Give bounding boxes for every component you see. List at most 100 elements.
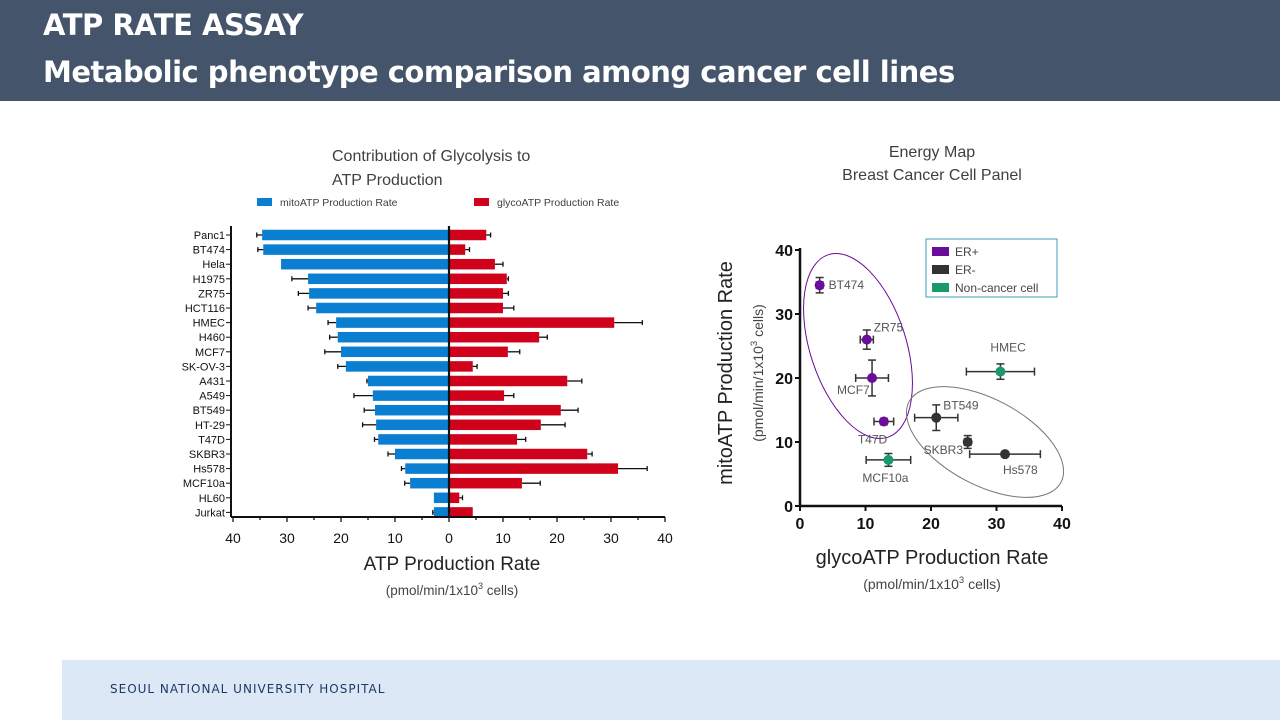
bar-glyco-Hela xyxy=(449,258,495,270)
bar-mito-Hs578 xyxy=(405,463,449,474)
bar-glyco-BT474 xyxy=(449,244,466,255)
point-BT474 xyxy=(814,280,825,291)
slide-subtitle: Metabolic phenotype comparison among can… xyxy=(43,55,955,89)
bar-glyco-ZR75 xyxy=(449,288,503,299)
bar-chart-title-line2: ATP Production xyxy=(332,172,443,189)
point-label-T47D: T47D xyxy=(858,433,888,447)
scatter-x-tick-label: 0 xyxy=(796,516,805,533)
bar-category-label: Hs578 xyxy=(193,464,225,476)
point-label-BT474: BT474 xyxy=(829,278,865,292)
bar-category-label: SKBR3 xyxy=(189,449,225,461)
bar-mito-HMEC xyxy=(336,317,449,328)
bar-mito-MCF7 xyxy=(341,346,449,358)
bar-glyco-A431 xyxy=(449,375,568,387)
bar-x-tick-label: 30 xyxy=(279,530,295,546)
bar-glyco-HT-29 xyxy=(449,419,541,431)
bar-chart: Contribution of Glycolysis to ATP Produc… xyxy=(182,148,673,598)
point-HMEC xyxy=(995,366,1006,377)
scatter-x-tick-label: 40 xyxy=(1053,516,1071,533)
bar-category-label: A431 xyxy=(199,376,225,388)
scatter-xlabel: glycoATP Production Rate xyxy=(816,547,1049,569)
point-label-Hs578: Hs578 xyxy=(1003,463,1038,477)
point-T47D xyxy=(878,416,889,427)
scatter-xlabel-units: (pmol/min/1x103 cells) xyxy=(863,575,1001,592)
bar-mito-HL60 xyxy=(433,492,449,504)
bar-glyco-A549 xyxy=(449,390,505,401)
point-label-ZR75: ZR75 xyxy=(874,321,904,335)
bar-category-label: ZR75 xyxy=(198,288,225,300)
point-SKBR3 xyxy=(962,437,973,447)
footer-bar: SEOUL NATIONAL UNIVERSITY HOSPITAL xyxy=(62,660,1280,720)
point-BT549 xyxy=(931,412,942,423)
legend-swatch-non_cancer xyxy=(932,283,949,292)
bar-glyco-T47D xyxy=(449,434,518,445)
bar-chart-xlabel-units: (pmol/min/1x103 cells) xyxy=(386,581,519,598)
bar-category-label: Hela xyxy=(202,259,226,271)
bar-glyco-SK-OV-3 xyxy=(449,361,473,372)
scatter-x-tick-label: 10 xyxy=(857,516,875,533)
bar-mito-Jurkat xyxy=(433,507,449,518)
slide-title: ATP RATE ASSAY xyxy=(43,8,304,42)
point-label-MCF7: MCF7 xyxy=(837,383,870,397)
bar-mito-Panc1 xyxy=(262,229,449,241)
bar-category-label: MCF10a xyxy=(183,478,226,490)
bar-category-label: H460 xyxy=(199,332,225,344)
scatter-chart: Energy Map Breast Cancer Cell Panel 0 10 2… xyxy=(715,144,1071,592)
bar-glyco-MCF10a xyxy=(449,477,522,489)
bar-category-label: T47D xyxy=(198,434,225,446)
bar-category-label: H1975 xyxy=(193,274,225,286)
legend-label-er_pos: ER+ xyxy=(955,245,979,259)
bar-glyco-HMEC xyxy=(449,317,615,328)
bar-glyco-MCF7 xyxy=(449,346,508,358)
scatter-y-tick-label: 30 xyxy=(775,307,793,324)
header-banner: ATP RATE ASSAY Metabolic phenotype compa… xyxy=(0,0,1280,101)
legend-swatch-er_pos xyxy=(932,247,949,256)
bar-glyco-H460 xyxy=(449,331,540,343)
bar-category-label: A549 xyxy=(199,391,225,403)
bar-category-label: HCT116 xyxy=(185,303,225,315)
bar-mito-HCT116 xyxy=(316,302,449,314)
cluster-ellipse-er-neg xyxy=(905,386,1065,498)
bar-x-tick-label: 10 xyxy=(387,530,403,546)
scatter-y-tick-label: 10 xyxy=(775,435,793,452)
legend-label-non_cancer: Non-cancer cell xyxy=(955,281,1038,295)
bar-glyco-HCT116 xyxy=(449,302,503,314)
bar-mito-Hela xyxy=(281,258,449,270)
scatter-title-line2: Breast Cancer Cell Panel xyxy=(842,167,1022,184)
cluster-ellipse-er-pos xyxy=(803,253,913,439)
point-label-MCF10a: MCF10a xyxy=(862,471,908,485)
legend-label-glyco: glycoATP Production Rate xyxy=(497,197,619,209)
bar-mito-HT-29 xyxy=(376,419,449,431)
charts-canvas: Contribution of Glycolysis to ATP Produc… xyxy=(182,144,1071,598)
bar-category-label: BT549 xyxy=(193,405,225,417)
bar-mito-ZR75 xyxy=(309,288,449,299)
bar-chart-title-line1: Contribution of Glycolysis to xyxy=(332,148,530,165)
bar-mito-A549 xyxy=(372,390,449,401)
bar-glyco-HL60 xyxy=(449,492,460,504)
point-label-HMEC: HMEC xyxy=(990,341,1026,355)
legend-label-er_neg: ER- xyxy=(955,263,976,277)
bar-category-label: HL60 xyxy=(199,493,225,505)
bar-mito-A431 xyxy=(368,375,449,387)
bar-glyco-Hs578 xyxy=(449,463,619,474)
point-Hs578 xyxy=(1000,449,1011,460)
scatter-y-tick-label: 20 xyxy=(775,371,793,388)
point-MCF7 xyxy=(867,373,878,383)
bar-mito-T47D xyxy=(378,434,449,445)
bar-x-tick-label: 0 xyxy=(445,530,453,546)
bar-category-label: Panc1 xyxy=(194,230,225,242)
footer-institution-label: SEOUL NATIONAL UNIVERSITY HOSPITAL xyxy=(110,682,386,696)
scatter-x-tick-label: 30 xyxy=(988,516,1006,533)
legend-swatch-mito xyxy=(257,198,272,206)
bar-mito-BT474 xyxy=(263,244,449,255)
bar-mito-H460 xyxy=(337,331,449,343)
bar-x-tick-label: 40 xyxy=(657,530,673,546)
bar-x-tick-label: 10 xyxy=(495,530,511,546)
bar-x-tick-label: 20 xyxy=(333,530,349,546)
bar-glyco-BT549 xyxy=(449,404,561,416)
bar-category-label: SK-OV-3 xyxy=(182,361,225,373)
bar-glyco-SKBR3 xyxy=(449,448,588,460)
bar-x-tick-label: 40 xyxy=(225,530,241,546)
bar-x-tick-label: 20 xyxy=(549,530,565,546)
legend-label-mito: mitoATP Production Rate xyxy=(280,197,398,209)
